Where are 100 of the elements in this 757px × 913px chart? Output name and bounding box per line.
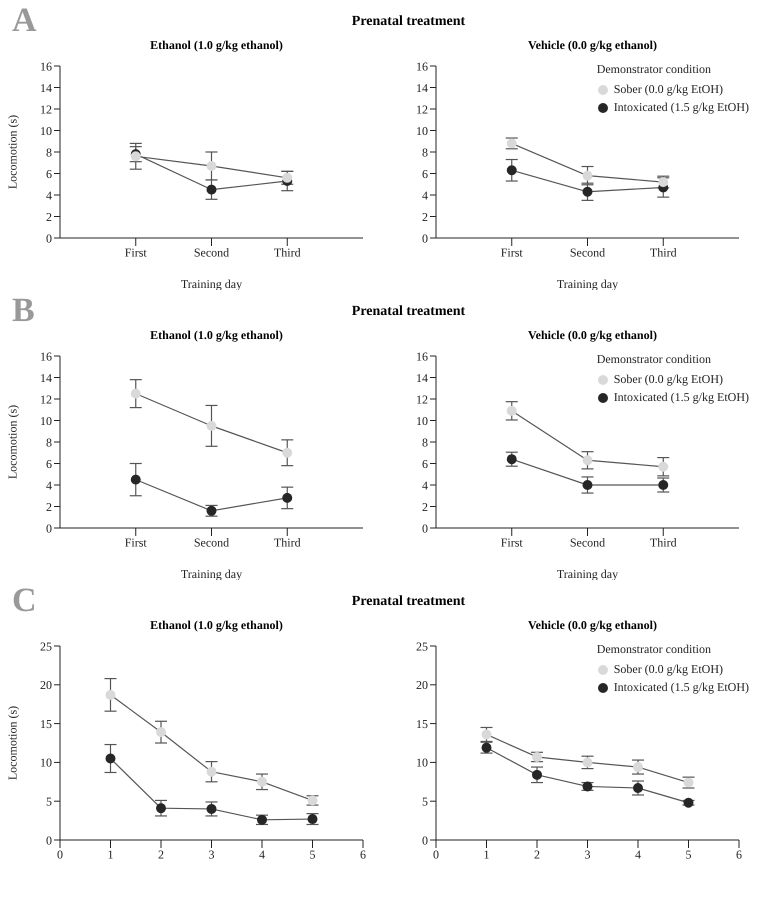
point: [582, 186, 592, 197]
y-tick-label: 6: [46, 166, 52, 181]
y-tick-label: 14: [416, 370, 428, 385]
point: [206, 804, 216, 814]
legend-label: Intoxicated (1.5 g/kg EtOH): [614, 680, 749, 695]
x-tick-label: 0: [433, 848, 439, 862]
y-axis-title: Locomotion (s): [5, 404, 20, 480]
point: [206, 420, 216, 431]
legend-label: Intoxicated (1.5 g/kg EtOH): [614, 390, 749, 405]
y-tick-label: 2: [46, 210, 52, 224]
y-tick-label: 8: [46, 435, 52, 450]
x-tick-label: 2: [158, 848, 164, 862]
point: [156, 727, 166, 738]
legend-label: Sober (0.0 g/kg EtOH): [614, 662, 724, 677]
y-tick-label: 0: [422, 231, 428, 246]
x-tick-label: Second: [194, 536, 230, 550]
x-tick-label: Second: [194, 246, 230, 260]
point: [582, 170, 592, 181]
text: Prenatal treatment: [352, 14, 466, 29]
y-tick-label: 2: [422, 210, 428, 224]
x-tick-label: First: [124, 246, 148, 260]
y-tick-label: 8: [46, 145, 52, 160]
y-tick-label: 15: [40, 716, 52, 731]
y-tick-label: 12: [416, 102, 428, 116]
x-tick-label: Third: [650, 246, 677, 260]
point: [282, 492, 292, 503]
y-tick-label: 4: [422, 478, 428, 492]
y-tick-label: 16: [40, 349, 52, 364]
legend-label: Sober (0.0 g/kg EtOH): [614, 82, 724, 97]
y-tick-label: 0: [46, 231, 52, 246]
y-tick-label: 14: [40, 80, 52, 95]
point: [206, 766, 216, 777]
y-tick-label: 25: [40, 639, 52, 654]
x-tick-label: 1: [484, 848, 490, 862]
y-tick-label: 20: [416, 678, 428, 692]
y-tick-label: 4: [46, 188, 52, 202]
x-tick-label: 3: [584, 848, 590, 862]
y-tick-label: 10: [40, 756, 52, 770]
x-tick-label: Second: [570, 536, 606, 550]
legend-title: Demonstrator condition: [596, 642, 712, 657]
y-tick-label: 16: [416, 59, 428, 74]
y-tick-label: 12: [416, 392, 428, 406]
x-tick-label: 4: [635, 848, 641, 862]
x-tick-label: 0: [57, 848, 63, 862]
point: [582, 480, 592, 490]
x-tick-label: 6: [360, 848, 366, 862]
x-tick-label: First: [124, 536, 148, 550]
y-tick-label: 5: [422, 794, 428, 808]
x-tick-label: 4: [259, 848, 265, 862]
y-tick-label: 10: [416, 124, 428, 138]
point: [206, 160, 216, 171]
chart-title: Ethanol (1.0 g/kg ethanol): [149, 328, 284, 344]
y-tick-label: 20: [40, 678, 52, 692]
y-tick-label: 10: [416, 414, 428, 428]
point: [156, 803, 166, 814]
y-tick-label: 12: [40, 102, 52, 116]
y-tick-label: 6: [422, 456, 428, 471]
point: [633, 783, 643, 794]
y-tick-label: 4: [422, 188, 428, 202]
y-tick-label: 16: [40, 59, 52, 74]
chart-title: Vehicle (0.0 g/kg ethanol): [527, 38, 658, 54]
y-tick-label: 4: [46, 478, 52, 492]
point: [532, 770, 542, 780]
chart-title: Vehicle (0.0 g/kg ethanol): [527, 328, 658, 344]
legend-title: Demonstrator condition: [596, 352, 712, 367]
x-tick-label: 5: [310, 848, 316, 862]
point: [582, 781, 592, 792]
y-tick-label: 2: [422, 500, 428, 514]
y-tick-label: 10: [40, 414, 52, 428]
point: [506, 165, 517, 176]
point: [106, 754, 116, 764]
legend-label: Sober (0.0 g/kg EtOH): [614, 372, 724, 387]
chart-title: Ethanol (1.0 g/kg ethanol): [149, 618, 284, 634]
text: Prenatal treatment: [352, 594, 466, 609]
x-tick-label: Third: [274, 246, 301, 260]
y-tick-label: 10: [40, 124, 52, 138]
y-tick-label: 2: [46, 500, 52, 514]
point: [130, 388, 141, 399]
y-tick-label: 10: [416, 756, 428, 770]
y-tick-label: 0: [422, 521, 428, 536]
y-tick-label: 16: [416, 349, 428, 364]
y-tick-label: 25: [416, 639, 428, 654]
y-tick-label: 0: [46, 833, 52, 848]
y-tick-label: 6: [46, 456, 52, 471]
legend-label: Intoxicated (1.5 g/kg EtOH): [614, 100, 749, 115]
x-tick-label: Third: [650, 536, 677, 550]
point: [582, 455, 592, 466]
point: [633, 762, 643, 772]
point: [206, 184, 216, 195]
y-tick-label: 8: [422, 145, 428, 160]
x-tick-label: First: [500, 536, 524, 550]
x-tick-label: Third: [274, 536, 301, 550]
x-tick-label: 6: [736, 848, 742, 862]
point: [506, 406, 517, 416]
y-axis-title: Locomotion (s): [5, 706, 20, 780]
y-tick-label: 14: [416, 80, 428, 95]
point: [658, 462, 668, 472]
x-tick-label: First: [500, 246, 524, 260]
y-tick-label: 0: [46, 521, 52, 536]
x-tick-label: 5: [686, 848, 692, 862]
